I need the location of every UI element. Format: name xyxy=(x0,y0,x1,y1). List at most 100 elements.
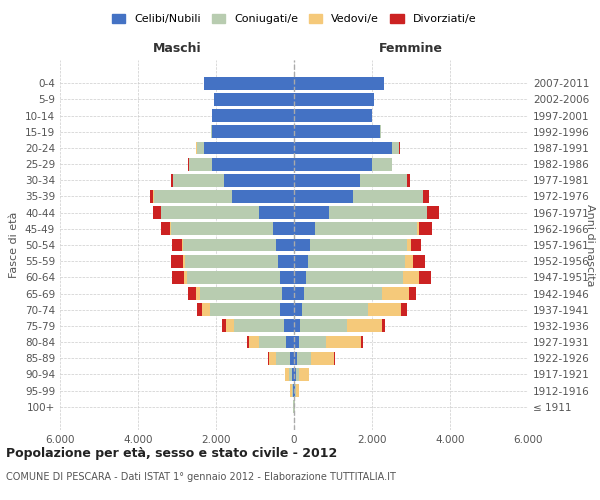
Bar xyxy=(182,238,183,252)
Bar xyxy=(284,320,294,332)
Bar xyxy=(407,238,411,252)
Bar xyxy=(411,238,421,252)
Bar xyxy=(392,142,400,154)
Bar xyxy=(409,287,416,300)
Bar xyxy=(183,254,185,268)
Bar xyxy=(212,126,294,138)
Bar xyxy=(197,303,202,316)
Bar xyxy=(417,222,419,235)
Bar xyxy=(259,336,286,348)
Bar xyxy=(294,222,316,235)
Bar xyxy=(171,174,173,187)
Bar xyxy=(334,352,335,364)
Bar xyxy=(154,190,232,203)
Text: Maschi: Maschi xyxy=(152,42,202,55)
Bar xyxy=(171,254,183,268)
Bar xyxy=(247,336,249,348)
Bar xyxy=(423,190,429,203)
Bar xyxy=(427,206,439,219)
Bar xyxy=(259,206,294,219)
Bar xyxy=(232,190,294,203)
Bar xyxy=(200,287,283,300)
Bar xyxy=(403,271,419,284)
Bar xyxy=(285,368,289,381)
Bar xyxy=(294,336,299,348)
Bar xyxy=(269,352,277,364)
Bar xyxy=(185,254,278,268)
Legend: Celibi/Nubili, Coniugati/e, Vedovi/e, Divorziati/e: Celibi/Nubili, Coniugati/e, Vedovi/e, Di… xyxy=(112,14,476,24)
Bar xyxy=(172,238,182,252)
Bar xyxy=(204,77,294,90)
Bar xyxy=(361,336,363,348)
Bar xyxy=(372,158,392,170)
Bar xyxy=(214,93,294,106)
Bar xyxy=(380,126,381,138)
Bar xyxy=(310,238,407,252)
Bar xyxy=(308,254,405,268)
Bar xyxy=(280,303,294,316)
Bar xyxy=(222,320,226,332)
Bar xyxy=(294,109,372,122)
Bar xyxy=(368,303,401,316)
Bar xyxy=(188,287,196,300)
Bar xyxy=(316,222,417,235)
Bar xyxy=(292,384,293,397)
Bar xyxy=(212,109,294,122)
Bar xyxy=(210,303,280,316)
Bar xyxy=(326,336,361,348)
Bar xyxy=(290,352,294,364)
Bar xyxy=(294,174,360,187)
Text: Popolazione per età, sesso e stato civile - 2012: Popolazione per età, sesso e stato civil… xyxy=(6,448,337,460)
Bar xyxy=(294,254,308,268)
Bar xyxy=(171,222,272,235)
Bar xyxy=(161,222,170,235)
Bar xyxy=(294,93,374,106)
Bar xyxy=(294,142,392,154)
Bar xyxy=(296,384,299,397)
Bar xyxy=(204,142,294,154)
Bar xyxy=(297,352,311,364)
Y-axis label: Anni di nascita: Anni di nascita xyxy=(585,204,595,286)
Bar xyxy=(280,271,294,284)
Bar xyxy=(405,254,413,268)
Bar xyxy=(289,368,292,381)
Bar xyxy=(277,238,294,252)
Bar xyxy=(295,384,296,397)
Bar xyxy=(187,271,280,284)
Bar xyxy=(347,320,382,332)
Bar xyxy=(299,368,309,381)
Bar xyxy=(173,174,224,187)
Bar xyxy=(170,222,171,235)
Bar xyxy=(294,352,297,364)
Bar xyxy=(294,368,296,381)
Bar xyxy=(382,287,409,300)
Bar xyxy=(382,320,385,332)
Bar xyxy=(329,206,427,219)
Bar xyxy=(299,336,326,348)
Bar xyxy=(149,190,154,203)
Bar xyxy=(304,287,382,300)
Bar xyxy=(413,254,425,268)
Bar xyxy=(294,238,310,252)
Bar xyxy=(293,384,294,397)
Bar xyxy=(300,320,347,332)
Bar xyxy=(161,206,259,219)
Bar xyxy=(294,206,329,219)
Bar xyxy=(212,158,294,170)
Bar xyxy=(184,271,187,284)
Bar xyxy=(272,222,294,235)
Bar xyxy=(196,287,200,300)
Bar xyxy=(233,320,284,332)
Bar xyxy=(419,222,433,235)
Bar xyxy=(294,77,384,90)
Bar xyxy=(183,238,277,252)
Bar xyxy=(278,254,294,268)
Bar xyxy=(294,384,295,397)
Bar xyxy=(353,190,422,203)
Bar xyxy=(419,271,431,284)
Bar xyxy=(249,336,259,348)
Bar xyxy=(202,303,210,316)
Bar xyxy=(226,320,233,332)
Bar xyxy=(283,287,294,300)
Y-axis label: Fasce di età: Fasce di età xyxy=(10,212,19,278)
